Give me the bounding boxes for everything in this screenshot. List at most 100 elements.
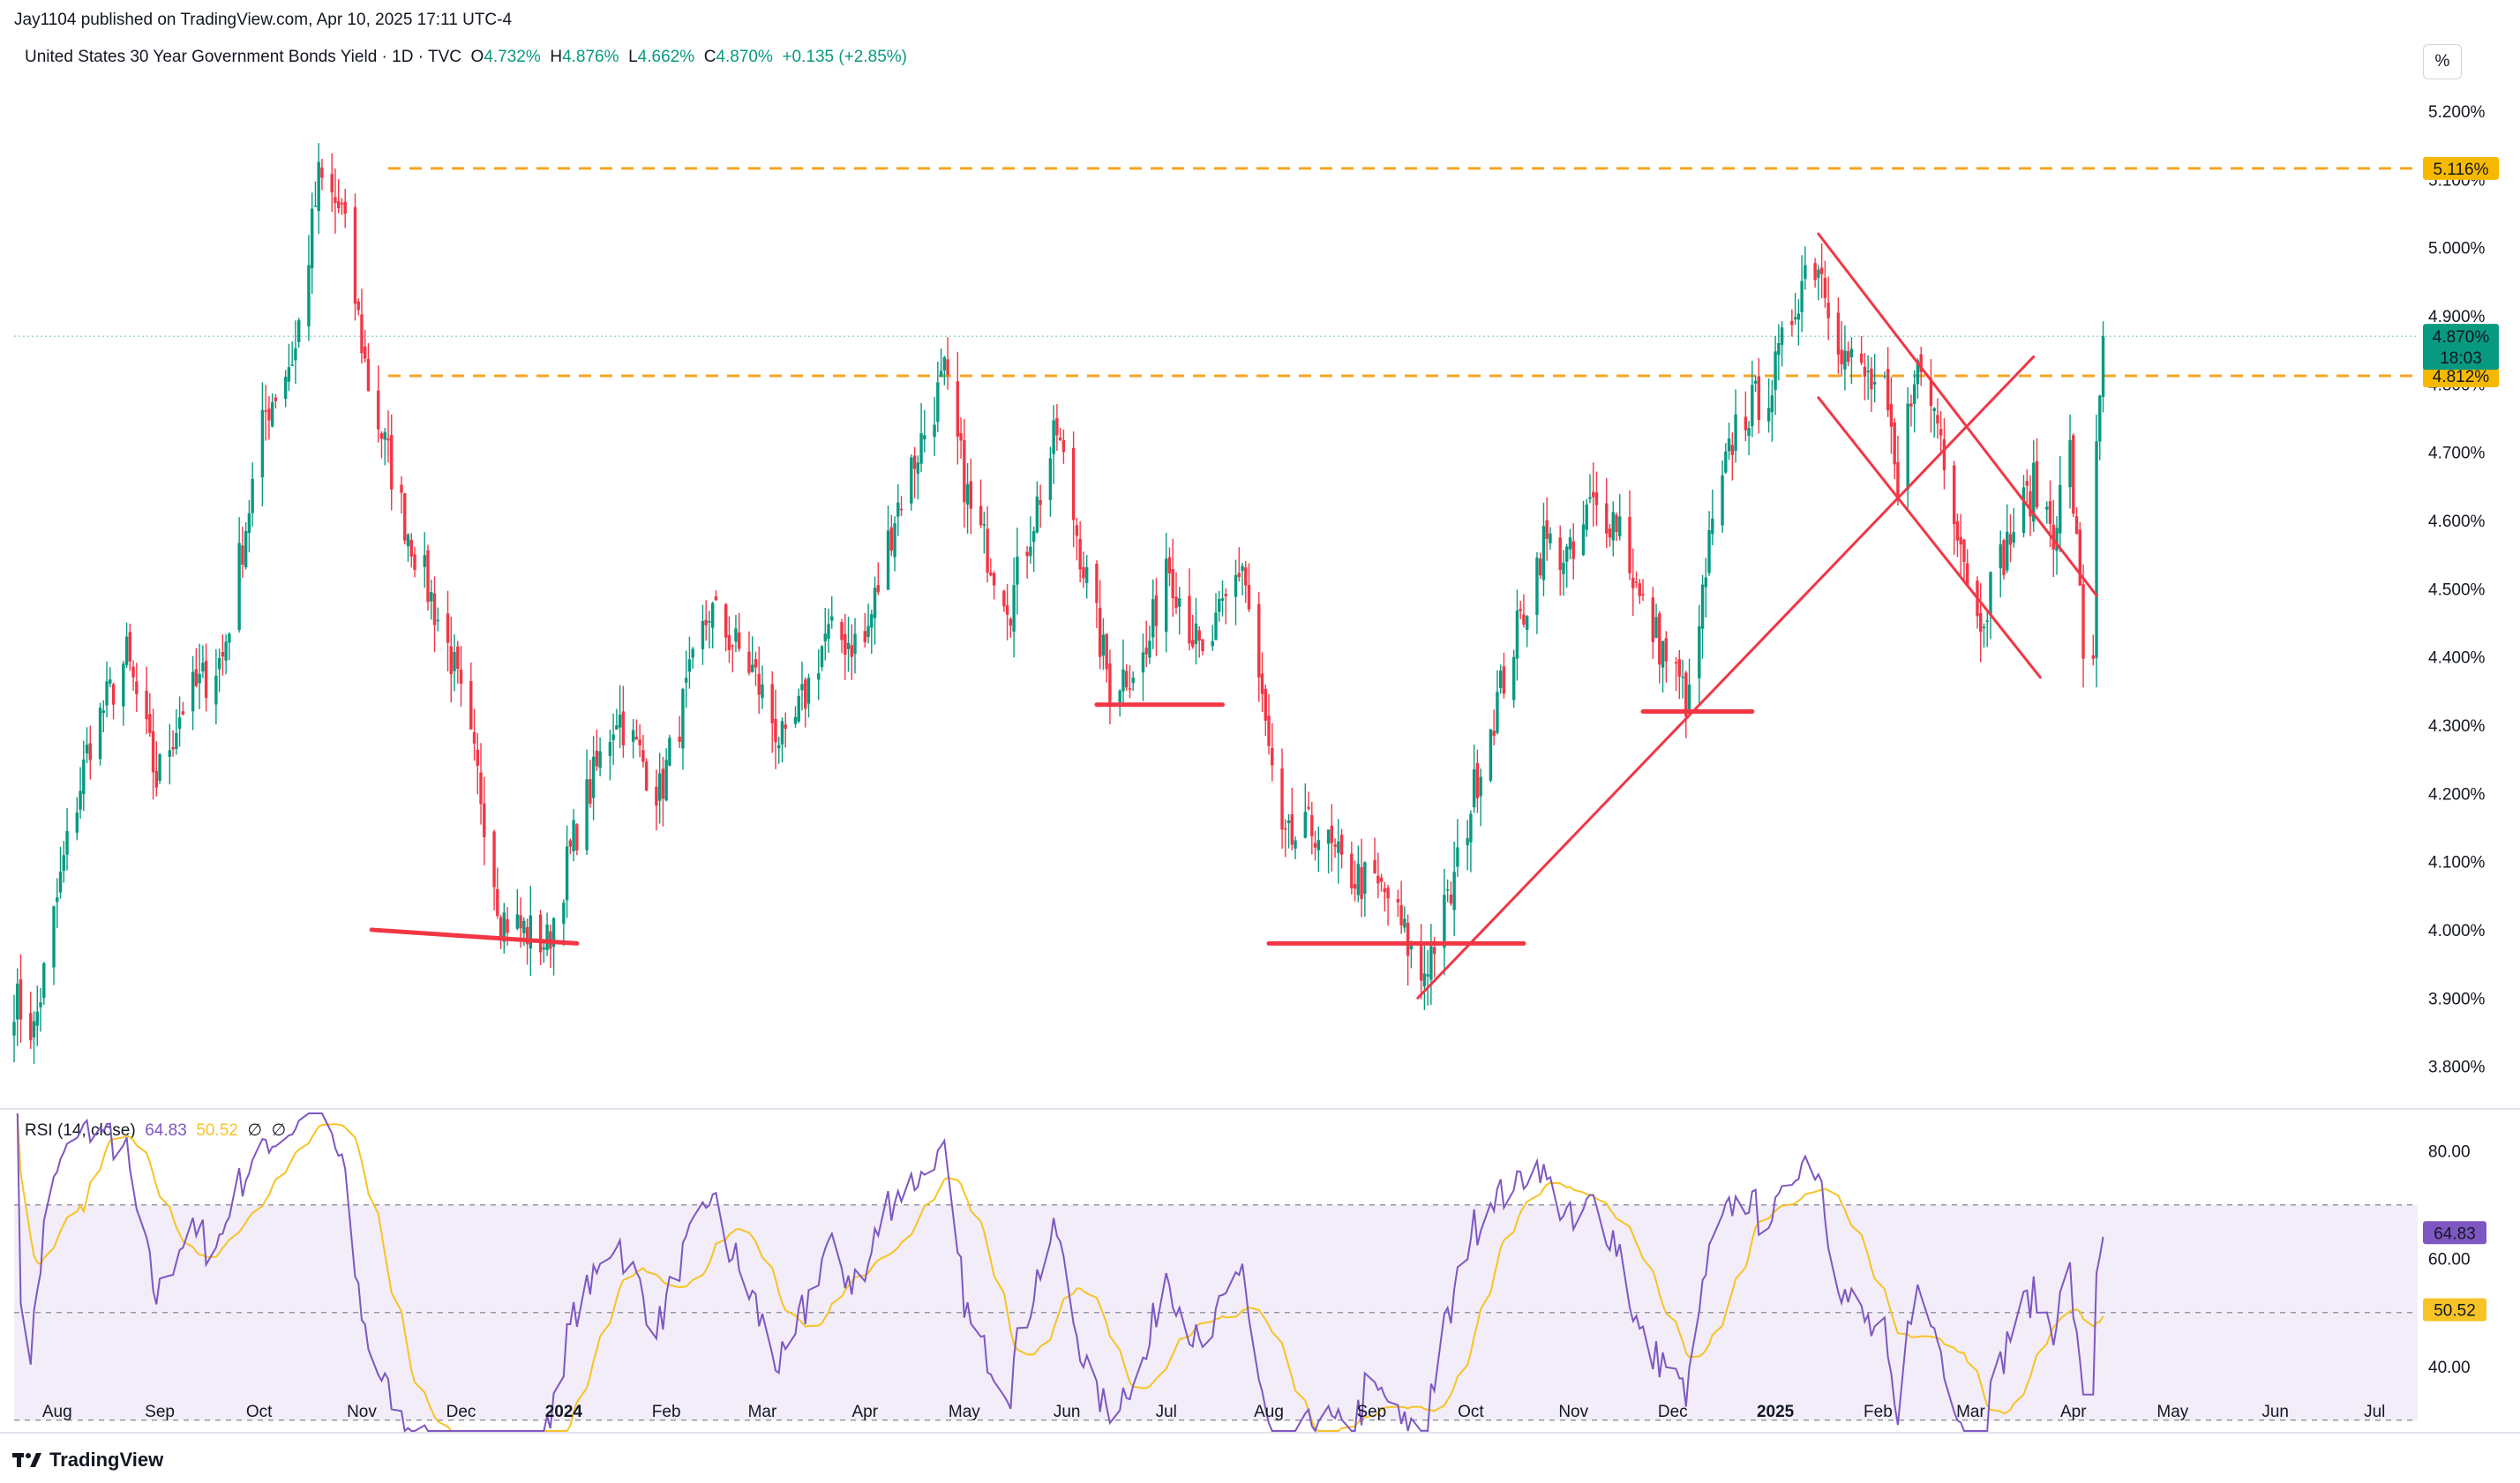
candle-body [1016,556,1019,585]
close-label: C [703,48,716,66]
candle-body [1124,670,1129,688]
candle-body [611,734,615,740]
candle-body [101,710,106,714]
channel-upper-line[interactable] [1817,232,2098,597]
trendline-line[interactable] [1416,355,2036,1000]
candle-body [105,681,109,706]
candle-body [1558,537,1562,571]
candle-body [1793,317,1797,319]
candle-body [476,750,479,766]
candle-body [390,435,394,490]
candle-body [158,753,161,782]
candle-body [1939,429,1943,436]
candle-body [621,711,626,745]
drawings[interactable] [369,232,2098,1000]
candle-body [522,920,526,933]
candle-body [75,812,79,833]
candle-body [496,888,499,917]
candle-body [562,903,566,925]
candle-body [784,724,787,730]
time-axis-label: Jul [2364,1403,2385,1421]
candle-body [1932,408,1936,412]
candle-body [201,663,205,671]
candle-body [1515,610,1519,659]
candle-body [684,678,688,683]
candle-body [1634,581,1639,583]
candle-body [171,746,175,750]
candle-body [1148,640,1151,658]
percent-scale-button[interactable]: % [2423,44,2462,79]
candle-body [1813,263,1817,281]
symbol-title[interactable]: United States 30 Year Government Bonds Y… [25,48,461,66]
candle-body [982,524,986,526]
candle-body [383,431,386,440]
candle-body [1267,715,1271,746]
candle-body [313,206,318,207]
candle-body [575,824,579,850]
candle-body [1326,829,1331,844]
candle-body [774,718,777,743]
candle-body [751,664,754,672]
candle-body [1039,499,1042,506]
candle-body [109,679,112,684]
candle-body [214,675,218,705]
candle-body [1700,584,1705,629]
candle-body [1031,531,1036,543]
candle-body [449,646,453,675]
candle-body [2021,487,2026,534]
candle-body [701,620,705,649]
candle-body [724,603,728,638]
candle-body [1757,376,1761,421]
candle-body [364,346,367,359]
candle-body [1581,524,1586,556]
rsi-ma-value: 50.52 [196,1121,238,1140]
candle-body [1456,847,1459,867]
support-line[interactable] [369,927,580,946]
candle-body [1310,814,1314,836]
candle-body [1144,648,1148,655]
candle-body [1641,594,1645,595]
candle-body [886,530,890,590]
candle-body [1194,623,1198,644]
last-price-label-text: 4.870% [2433,328,2490,347]
candle-body [181,711,185,715]
candle-body [956,381,960,438]
candle-body [2006,531,2009,571]
candle-body [241,545,244,565]
channel-lower-line[interactable] [1817,396,2042,679]
candle-body [1872,381,1877,385]
candle-body [1863,366,1867,377]
candle-body [1356,864,1361,895]
candle-body [1237,573,1241,578]
tradingview-logo[interactable]: TradingView [12,1449,163,1472]
candle-body [1220,598,1225,602]
candle-body [870,614,874,628]
candle-body [330,174,334,193]
candle-body [1522,614,1526,625]
candle-body [274,397,278,401]
candle-body [1429,946,1433,980]
candle-body [353,206,357,304]
price-axis-label: 3.800% [2428,1059,2486,1077]
candle-body [1286,820,1291,824]
candle-body [2068,439,2072,488]
last-price-label-bg [2423,324,2499,371]
candle-body [1989,572,1992,616]
candle-body [1406,923,1410,956]
candle-body [340,203,344,205]
time-axis-label: Aug [42,1403,72,1421]
candle-body [1674,662,1678,664]
candle-body [806,678,811,704]
candle-body [1711,518,1714,535]
candle-body [294,348,297,361]
candle-body [283,377,288,400]
candle-body [1191,640,1195,647]
candle-body [228,633,231,643]
candle-body [942,357,947,371]
candle-body [866,625,870,638]
candle-body [704,619,708,625]
candle-body [1568,537,1572,550]
candle-body [572,820,575,851]
candle-body [1422,973,1427,987]
